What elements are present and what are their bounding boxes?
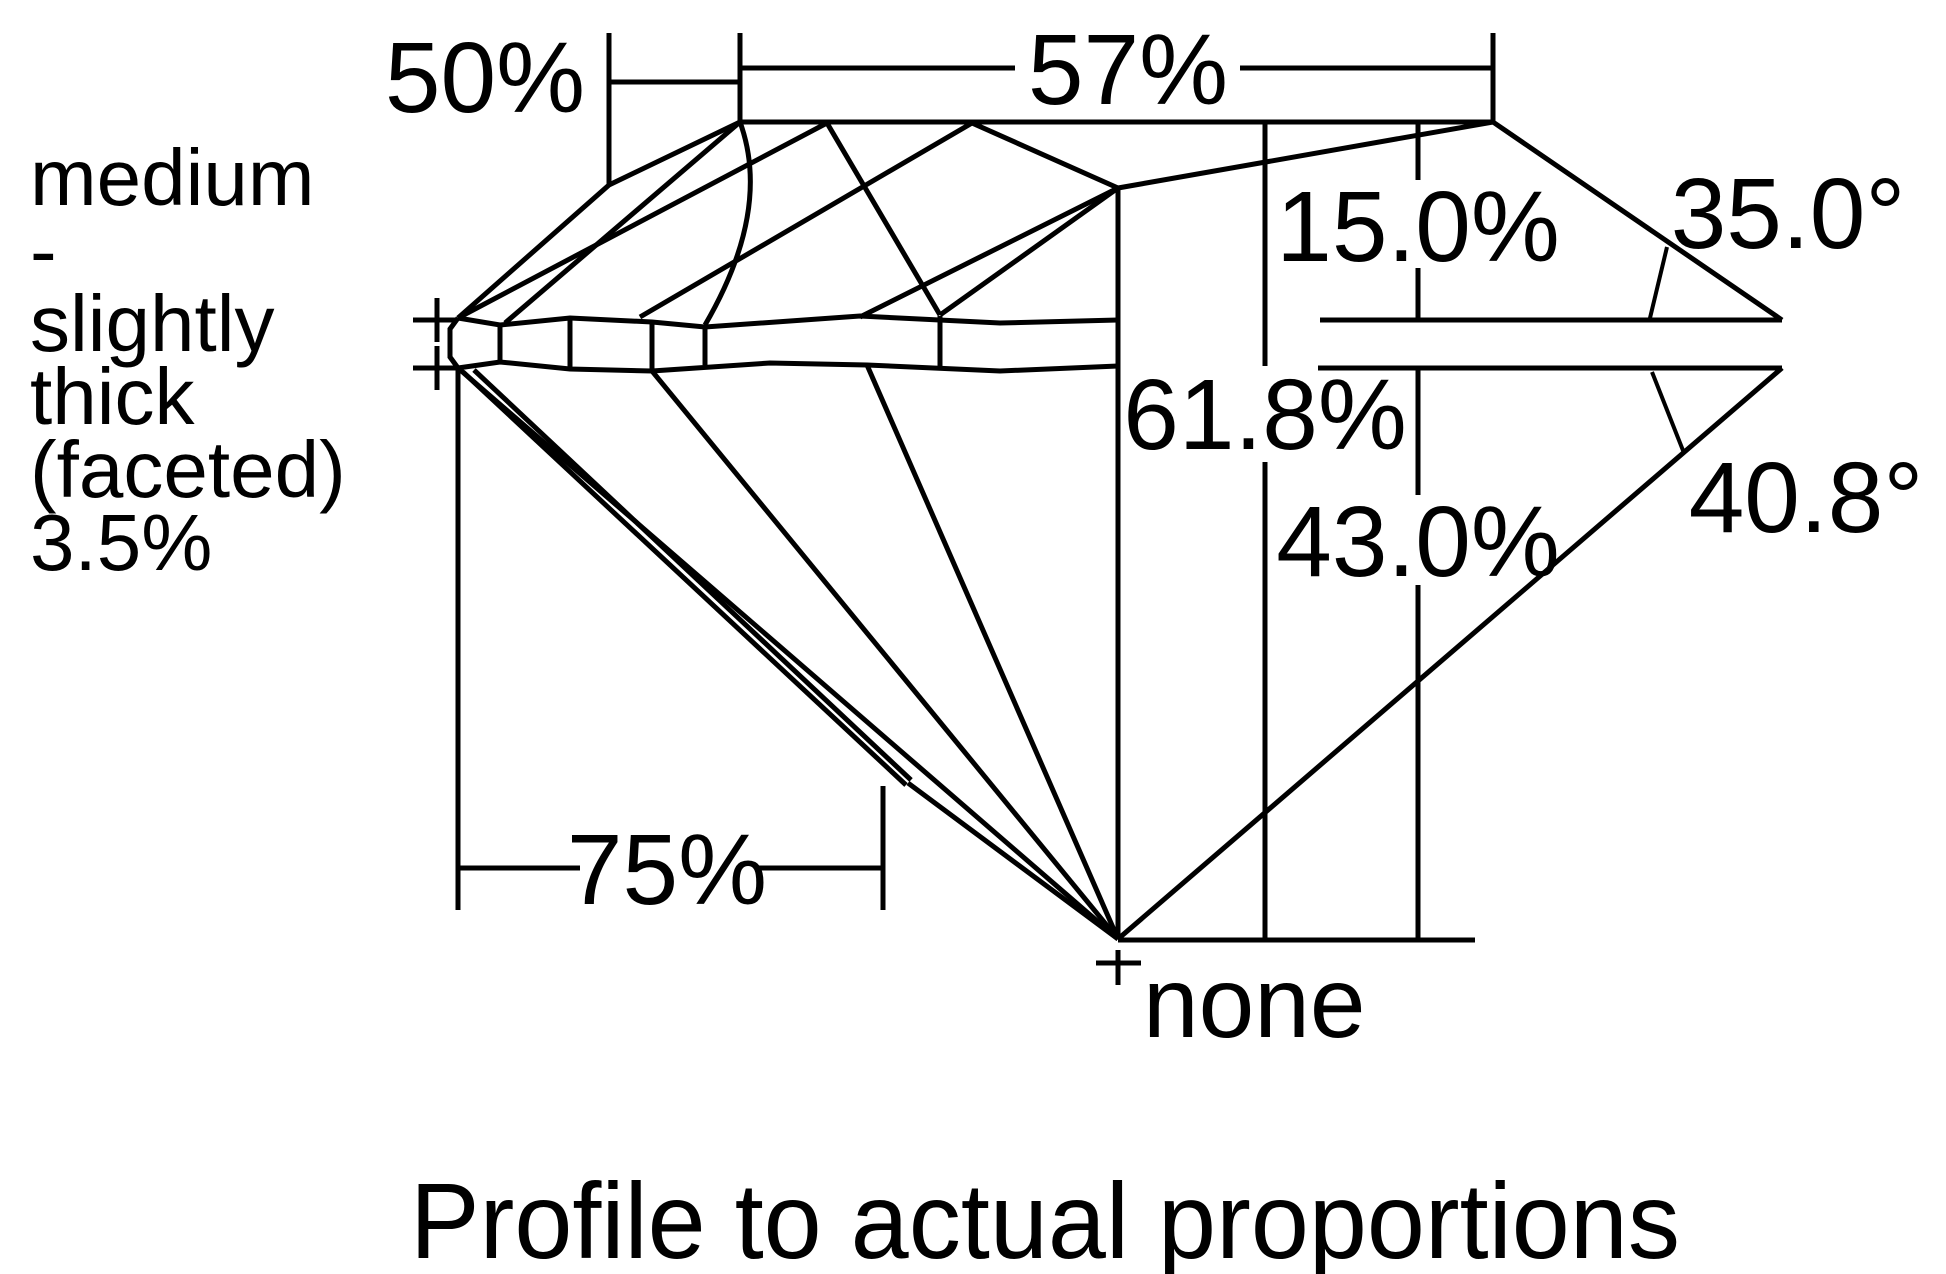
girdle-band: [457, 313, 1119, 374]
crown-facet-curved-bezel: [702, 121, 753, 327]
crown-facet-girdle-to-vertex-short: [938, 185, 1120, 318]
total-depth-label: 61.8%: [1123, 359, 1407, 471]
girdle-note-line-2: -: [30, 206, 57, 295]
diamond-outline: [447, 119, 1784, 941]
crown-right-outline: [1491, 119, 1784, 323]
pavilion-facet-mid-left: [650, 369, 1120, 941]
crown-facet-tip-to-left-peak: [456, 120, 829, 321]
pavilion-sliver-lower: [461, 370, 908, 787]
girdle-note-line-6: 3.5%: [30, 498, 212, 587]
angle-indicators: [1648, 246, 1686, 454]
girdle-note: medium - slightly thick (faceted) 3.5%: [30, 133, 346, 587]
star-facet-length-label: 50%: [385, 22, 585, 134]
girdle-top-edge: [457, 313, 1119, 330]
crown-facet-right-peak-to-vertex: [970, 120, 1120, 191]
crown-angle-label: 35.0°: [1671, 158, 1906, 270]
girdle-note-line-1: medium: [30, 133, 315, 222]
crown-angle-arc: [1648, 246, 1669, 319]
crown-facet-girdle-to-vertex-long: [858, 185, 1120, 320]
pavilion-depth-label: 43.0%: [1276, 486, 1560, 598]
girdle-note-line-3: slightly: [30, 279, 275, 368]
girdle-note-line-4: thick: [30, 352, 195, 441]
table-width-label: 57%: [1028, 14, 1228, 126]
crown-facet-girdle-to-right-peak: [638, 120, 974, 320]
pavilion-sliver-upper: [472, 368, 913, 782]
pavilion-angle-label: 40.8°: [1689, 442, 1924, 554]
girdle-tip-edge: [447, 316, 461, 370]
pavilion-left-outline: [456, 366, 1120, 941]
crown-left-outline: [456, 119, 742, 320]
girdle-bottom-edge: [457, 359, 1119, 374]
crown-facet-girdle-to-table-corner: [503, 120, 742, 325]
girdle-note-line-5: (faceted): [30, 425, 346, 514]
crown-height-label: 15.0%: [1276, 171, 1560, 283]
crown-facet-lines: [456, 119, 1494, 327]
pavilion-facet-lines: [461, 188, 1121, 942]
diagram-caption: Profile to actual proportions: [410, 1160, 1680, 1274]
culet-size-label: none: [1143, 947, 1365, 1059]
crown-facet-left-peak-down: [824, 121, 943, 317]
lower-half-length-label: 75%: [567, 814, 767, 926]
pavilion-right-outline: [1116, 366, 1784, 941]
dimension-lines: [413, 33, 1782, 985]
pavilion-facet-mid-right: [864, 363, 1121, 941]
pavilion-lower-ridge-to-culet: [906, 780, 1120, 942]
pavilion-angle-arc: [1650, 371, 1686, 454]
crown-facet-vertex-to-table-right: [1117, 119, 1494, 191]
